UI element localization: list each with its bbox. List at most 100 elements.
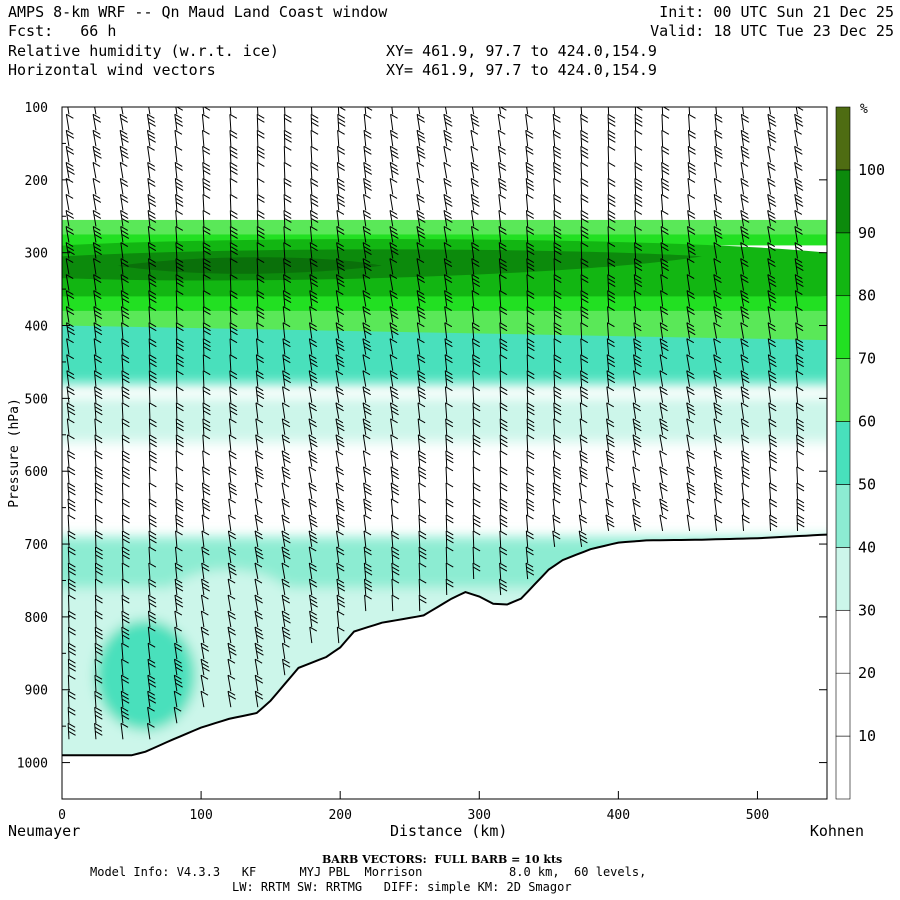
wind-barb <box>229 338 238 355</box>
wind-barb <box>445 482 454 499</box>
wind-barb <box>390 482 400 499</box>
wind-barb <box>553 338 562 355</box>
wind-barb <box>633 290 642 307</box>
wind-barb <box>362 274 371 291</box>
wind-barb <box>767 145 776 163</box>
wind-barb <box>363 482 372 499</box>
wind-barb <box>607 226 616 243</box>
wind-barb <box>308 578 318 596</box>
wind-barb <box>148 498 157 515</box>
wind-barb <box>308 546 317 564</box>
wind-barb <box>121 354 130 371</box>
wind-barb <box>768 402 777 419</box>
wind-barb <box>66 354 75 371</box>
wind-barb <box>202 338 211 355</box>
wind-barb <box>310 113 319 131</box>
wind-barb <box>120 722 129 740</box>
wind-barb <box>94 594 103 612</box>
colorbar-segment <box>835 421 851 485</box>
wind-barb <box>740 290 750 307</box>
wind-barb <box>200 690 209 708</box>
wind-barb <box>200 626 210 644</box>
wind-barb <box>175 370 184 387</box>
wind-barb <box>418 562 427 580</box>
wind-barb <box>281 530 291 548</box>
wind-barb <box>175 290 184 307</box>
wind-barb <box>660 274 668 291</box>
wind-barb <box>93 370 103 387</box>
wind-barb <box>767 322 776 339</box>
wind-barb <box>228 434 237 451</box>
wind-barb <box>121 578 130 596</box>
wind-barb <box>417 354 426 371</box>
wind-barb <box>119 129 129 147</box>
wind-barb <box>389 242 399 259</box>
colorbar-segment <box>835 672 851 737</box>
axes: 100 200 300 400 500 600 700 800 900 1000 0 100 200 30… <box>7 101 827 823</box>
y-tick-label: 800 <box>25 611 48 626</box>
colorbar-segment <box>835 232 851 297</box>
wind-barbs <box>65 107 805 740</box>
wind-barb <box>94 706 103 724</box>
wind-barb <box>202 226 211 243</box>
wind-barb <box>526 242 535 259</box>
wind-barb <box>417 434 426 451</box>
wind-barb <box>499 306 508 323</box>
rh-band-mid-30 <box>62 398 827 443</box>
wind-barb <box>607 113 616 131</box>
wind-barb <box>363 514 372 531</box>
wind-barb <box>308 434 318 451</box>
wind-barb <box>309 594 318 612</box>
wind-barb <box>309 306 317 323</box>
wind-barb <box>552 514 561 531</box>
wind-barb <box>147 242 157 259</box>
y-tick-label: 100 <box>25 101 48 116</box>
colorbar-segment <box>835 169 851 234</box>
wind-barb <box>445 402 453 419</box>
wind-barb <box>281 642 290 660</box>
wind-barb <box>65 161 75 179</box>
wind-barb <box>740 386 750 403</box>
wind-barb <box>686 386 695 403</box>
wind-barb <box>444 370 454 387</box>
wind-barb <box>526 290 535 307</box>
wind-barb <box>659 434 667 451</box>
wind-barb <box>632 466 641 483</box>
wind-barb <box>121 107 124 115</box>
wind-barb <box>686 514 695 532</box>
start-location-label: Neumayer <box>8 822 81 840</box>
wind-barb <box>553 322 562 339</box>
wind-barb <box>148 370 157 387</box>
wind-barb <box>634 177 643 195</box>
wind-barb <box>661 113 670 131</box>
wind-barb <box>148 466 157 483</box>
wind-barb <box>525 562 535 580</box>
wind-barb <box>281 498 290 516</box>
wind-barb <box>741 466 750 483</box>
init-time: Init: 00 UTC Sun 21 Dec 25 <box>659 3 894 21</box>
wind-barb <box>362 322 372 339</box>
wind-barb <box>553 386 562 403</box>
wind-barb <box>92 242 102 259</box>
wind-barb <box>607 107 610 115</box>
wind-barb <box>659 402 668 419</box>
wind-barb <box>390 466 400 483</box>
wind-barb <box>227 562 237 580</box>
wind-barb <box>283 177 292 195</box>
wind-barb <box>229 258 238 275</box>
wind-barb <box>580 194 589 211</box>
wind-barb <box>606 354 616 371</box>
wind-barb <box>580 258 589 275</box>
wind-barb <box>119 145 129 163</box>
colorbar-level-label: 60 <box>858 413 876 431</box>
wind-barb <box>229 107 232 115</box>
wind-barb <box>713 226 723 243</box>
wind-barb <box>391 578 400 596</box>
wind-barb <box>362 306 371 323</box>
wind-barb <box>525 194 534 211</box>
wind-barb <box>579 434 588 451</box>
wind-barb <box>499 450 508 467</box>
wind-barb <box>389 306 399 323</box>
wind-barb <box>119 161 128 179</box>
